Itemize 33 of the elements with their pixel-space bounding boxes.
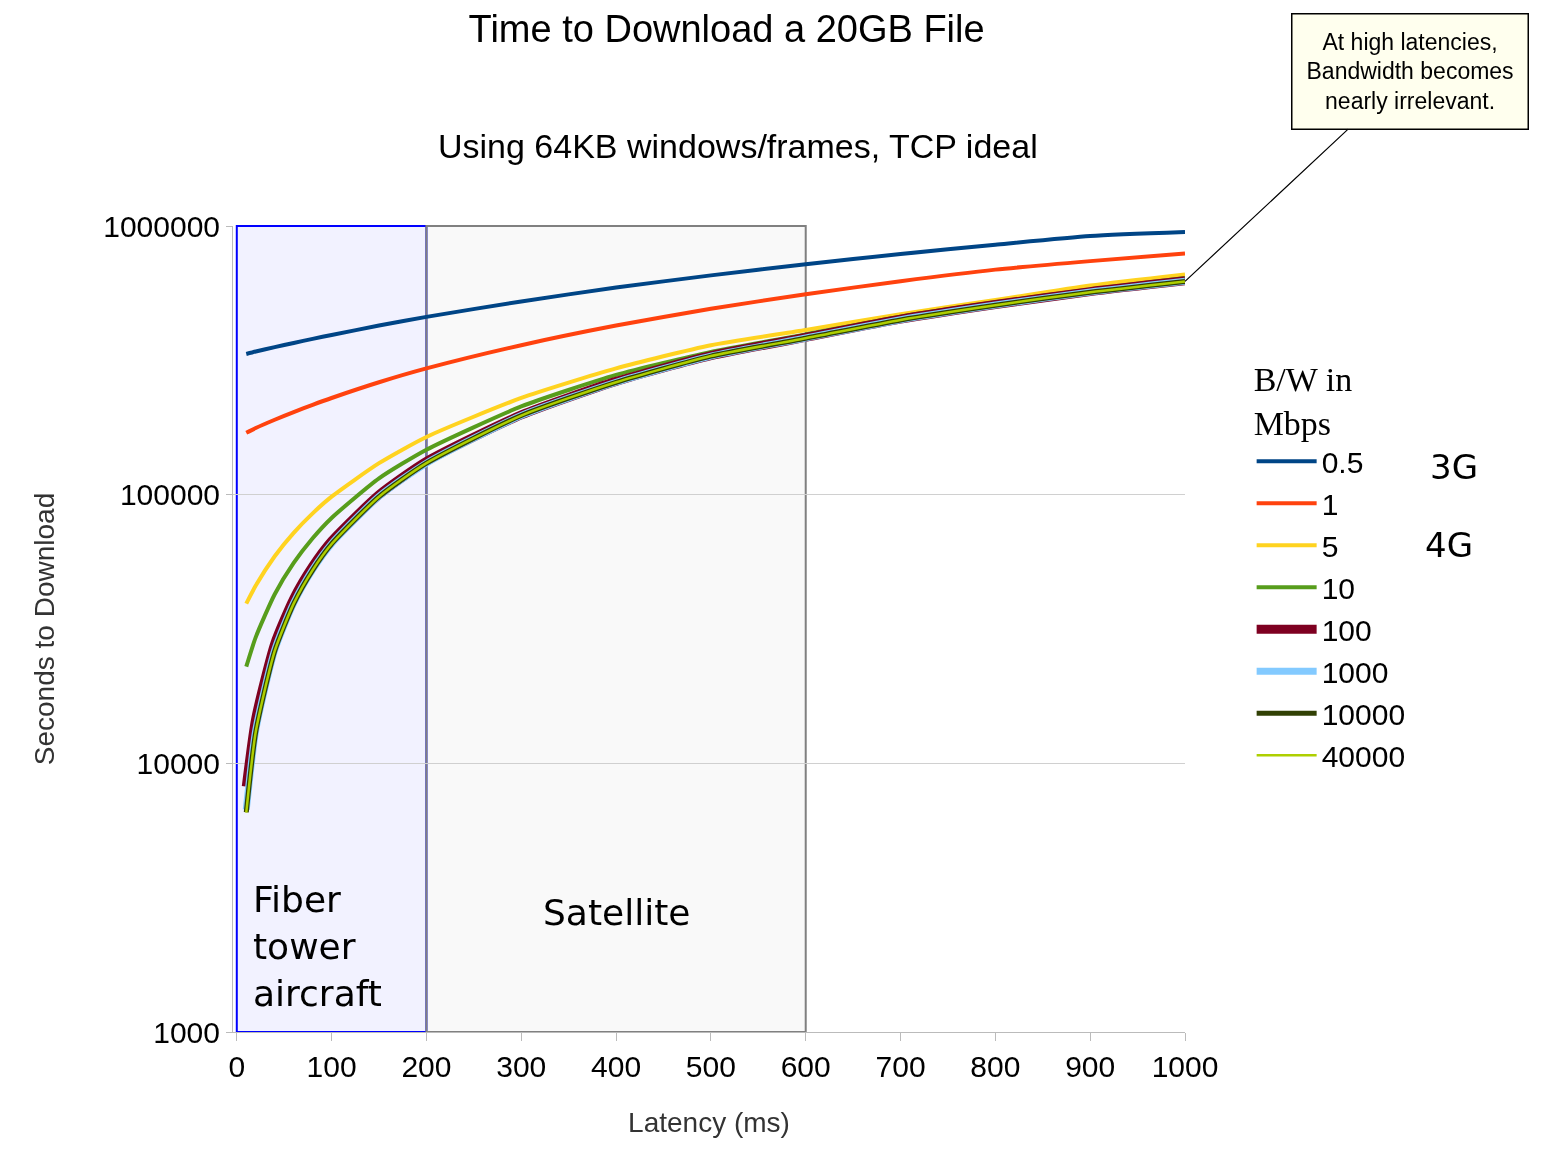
x-tick-label: 200 [401, 1050, 452, 1083]
legend-label: 1000 [1321, 656, 1389, 689]
y-tick-label: 10000 [136, 746, 220, 780]
x-tick-label: 800 [970, 1050, 1021, 1083]
legend-title: B/W in Mbps [1253, 361, 1353, 443]
legend-label: 1 [1321, 488, 1339, 521]
x-tick-label: 0 [228, 1050, 246, 1083]
x-tick-label: 1000 [1151, 1050, 1219, 1083]
y-tick-label: 1000 [153, 1015, 220, 1049]
legend-label: 10 [1321, 572, 1356, 605]
x-tick-label: 300 [496, 1050, 547, 1083]
text: 3G [1430, 447, 1478, 487]
chart-subtitle: Using 64KB windows/frames, TCP ideal [438, 127, 1038, 165]
band-label: Satellite [543, 892, 691, 933]
y-tick-label: 1000000 [103, 209, 220, 243]
x-tick-label: 100 [306, 1050, 357, 1083]
x-axis-title: Latency (ms) [628, 1107, 790, 1139]
y-tick-label: 100000 [119, 478, 220, 512]
chart-title: Time to Download a 20GB File [468, 8, 985, 51]
legend-label: 100 [1321, 614, 1372, 647]
annotation: At high latencies, Bandwidth becomes nearly irrelevant. [1306, 28, 1514, 115]
x-tick-label: 900 [1065, 1050, 1116, 1083]
y-axis-title: Seconds to Download [28, 492, 60, 766]
x-tick-label: 500 [685, 1050, 736, 1083]
legend-label: 5 [1321, 530, 1339, 563]
legend-label: 40000 [1321, 740, 1406, 773]
x-tick-label: 400 [591, 1050, 642, 1083]
x-tick-label: 600 [780, 1050, 831, 1083]
x-tick-label: 700 [875, 1050, 926, 1083]
band-label: Fiber tower aircraft [253, 879, 382, 1014]
text: 4G [1425, 525, 1473, 565]
legend-label: 0.5 [1321, 446, 1364, 479]
legend-label: 10000 [1321, 698, 1406, 731]
